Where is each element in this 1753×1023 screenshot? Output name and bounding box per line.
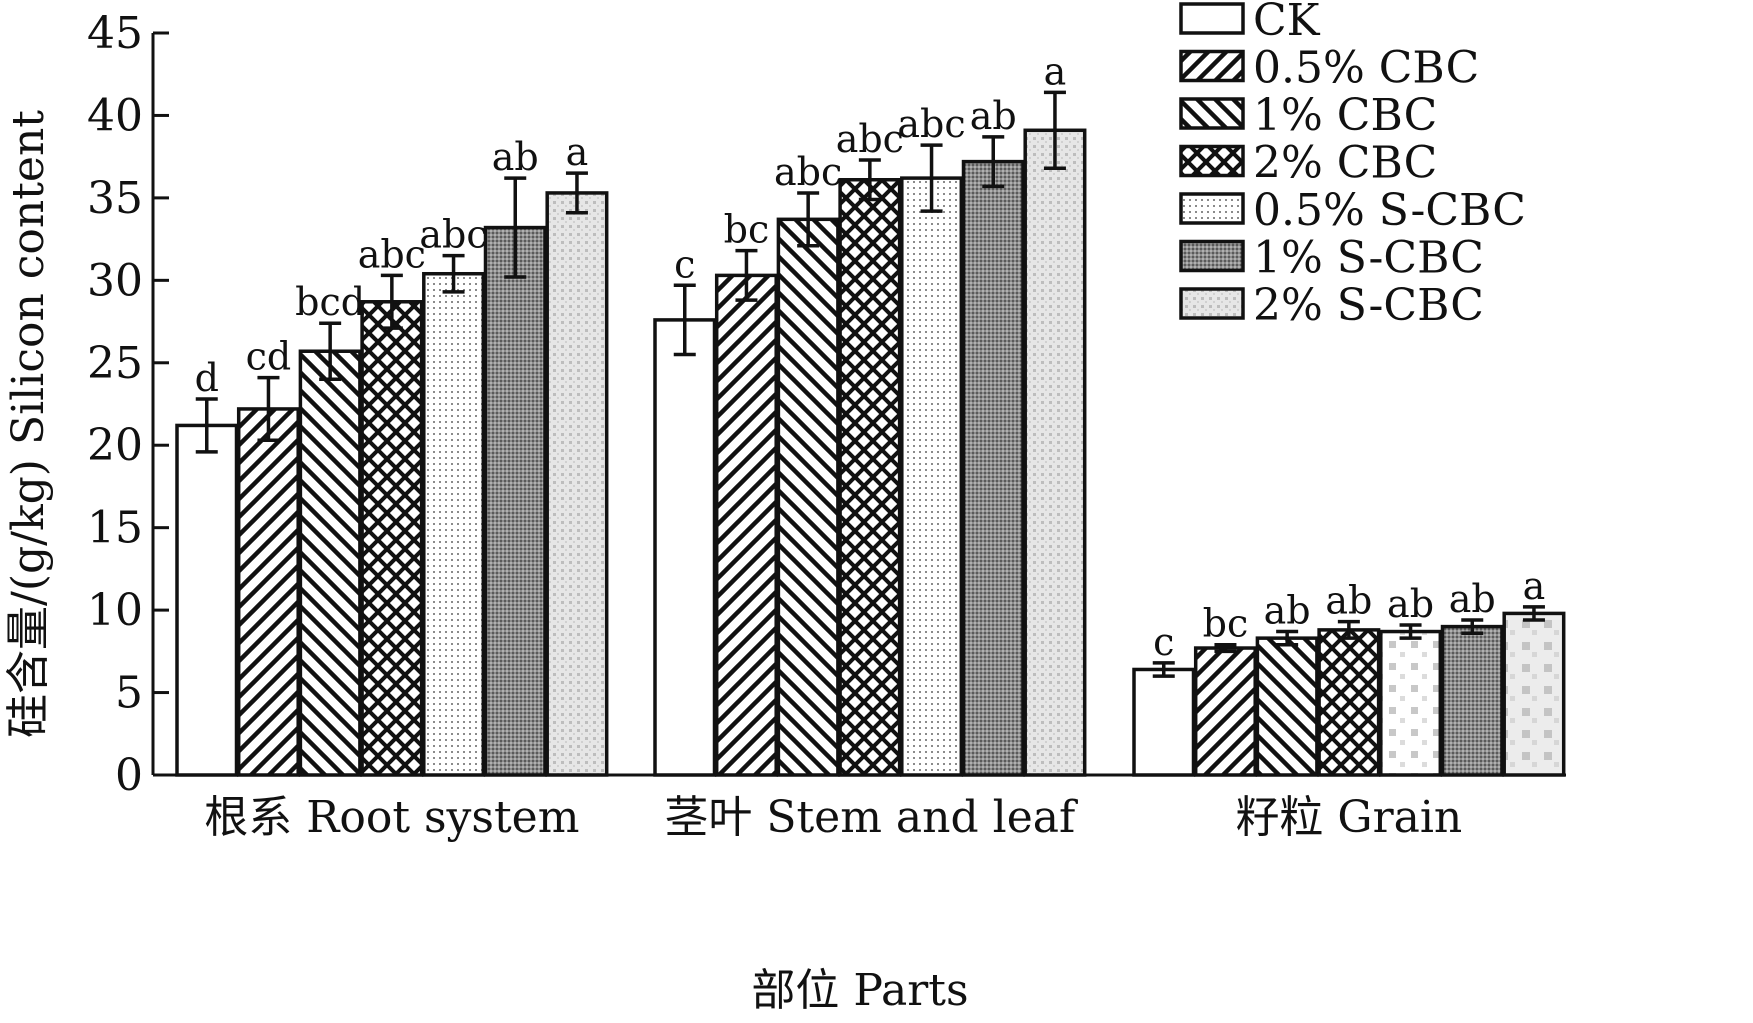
bar <box>483 225 547 777</box>
legend-swatch <box>1179 97 1245 130</box>
significance-label: ab <box>1325 579 1372 623</box>
bar <box>961 159 1025 777</box>
bar <box>653 318 717 777</box>
x-axis-title: 部位 Parts <box>751 965 968 1016</box>
significance-label: ab <box>492 135 539 179</box>
significance-label: a <box>1523 564 1546 608</box>
y-tick-label: 35 <box>87 173 143 224</box>
legend-swatch <box>1179 287 1245 320</box>
legend-swatch <box>1179 2 1245 35</box>
significance-label: abc <box>897 102 965 146</box>
bar <box>1440 624 1504 777</box>
bar <box>776 217 840 777</box>
y-tick-label: 15 <box>87 503 143 554</box>
significance-label: ab <box>1387 582 1434 626</box>
significance-label: ab <box>1264 589 1311 633</box>
bar <box>422 271 486 777</box>
legend-swatch <box>1179 239 1245 273</box>
significance-label: cd <box>246 335 292 379</box>
bar <box>298 349 362 777</box>
labels: 0 5 10 15 20 25 30 35 40 45 硅含量/(g/kg) Silicon con… <box>3 8 1545 1016</box>
y-tick-label: 0 <box>115 750 143 801</box>
category-label: 茎叶 Stem and leaf <box>664 792 1078 843</box>
bars <box>175 90 1566 777</box>
y-tick-label: 10 <box>87 585 143 636</box>
significance-label: c <box>1153 620 1174 664</box>
legend-label: 2% CBC <box>1253 138 1437 189</box>
bar <box>1379 629 1443 777</box>
bar <box>1255 636 1319 777</box>
significance-label: bc <box>1203 602 1249 646</box>
legend-swatch <box>1179 49 1245 83</box>
significance-label: a <box>1044 49 1067 93</box>
y-tick-label: 45 <box>87 8 143 59</box>
category-label: 根系 Root system <box>204 792 579 843</box>
y-tick-label: 25 <box>87 338 143 389</box>
significance-label: abc <box>836 117 904 161</box>
bar <box>545 191 609 777</box>
y-tick-label: 5 <box>115 668 143 719</box>
significance-label: abc <box>358 232 426 276</box>
legend-label: 2% S-CBC <box>1253 280 1484 331</box>
legend-label: 1% CBC <box>1253 90 1437 141</box>
legend-label: CK <box>1253 0 1321 46</box>
category-label: 籽粒 Grain <box>1235 792 1462 843</box>
bar <box>1193 646 1257 777</box>
significance-label: bc <box>724 208 770 252</box>
legend-swatch <box>1179 144 1245 178</box>
y-axis-title: 硅含量/(g/kg) Silicon content <box>3 110 54 738</box>
legend-label: 0.5% S-CBC <box>1253 185 1526 236</box>
significance-label: bcd <box>295 280 365 324</box>
y-tick-label: 30 <box>87 255 143 306</box>
significance-label: a <box>566 130 589 174</box>
bar <box>175 423 239 777</box>
significance-label: d <box>195 356 219 400</box>
significance-label: abc <box>774 150 842 194</box>
y-tick-label: 40 <box>87 90 143 141</box>
bar <box>236 407 300 777</box>
bar <box>1023 128 1087 777</box>
bar <box>714 273 778 777</box>
bar <box>838 178 902 777</box>
bar <box>900 176 964 777</box>
legend-label: 1% S-CBC <box>1253 233 1484 284</box>
bar <box>1317 628 1381 777</box>
legend-swatch <box>1179 192 1245 225</box>
bar <box>360 300 424 777</box>
legend-label: 0.5% CBC <box>1253 43 1479 94</box>
bar <box>1502 611 1566 777</box>
significance-label: abc <box>419 213 487 257</box>
significance-label: c <box>674 242 695 286</box>
bar <box>1132 667 1196 777</box>
significance-label: ab <box>970 94 1017 138</box>
significance-label: ab <box>1449 577 1496 621</box>
y-tick-label: 20 <box>87 420 143 471</box>
